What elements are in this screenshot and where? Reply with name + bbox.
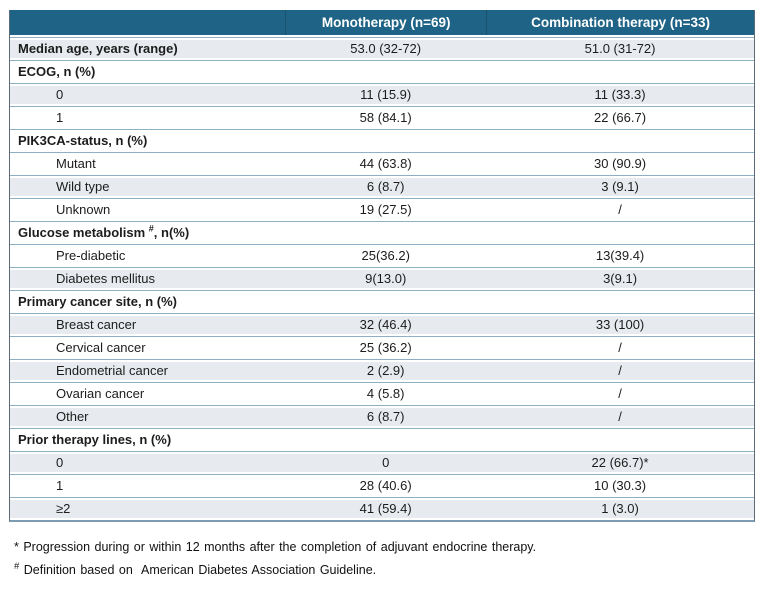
combination-value-cell: 3 (9.1) <box>601 179 639 194</box>
combination-value-cell: / <box>618 363 622 378</box>
row-label: Wild type <box>56 179 110 194</box>
row-label: Other <box>56 409 89 424</box>
table-row: Endometrial cancer 2 (2.9) / <box>10 359 754 382</box>
table-row: 0 11 (15.9) 11 (33.3) <box>10 83 754 106</box>
row-label: Cervical cancer <box>56 340 146 355</box>
page: Monotherapy (n=69) Combination therapy (… <box>0 10 764 595</box>
row-label: Prior therapy lines, n (%) <box>18 432 172 447</box>
monotherapy-value-cell: 6 (8.7) <box>366 179 405 194</box>
monotherapy-value-cell: 58 (84.1) <box>359 110 412 125</box>
combination-value-cell: 3(9.1) <box>603 271 638 286</box>
table-row: ≥2 41 (59.4) 1 (3.0) <box>10 497 754 520</box>
row-label: 0 <box>56 87 64 102</box>
row-label: Glucose metabolism #, n(%) <box>18 223 190 240</box>
combination-value-cell: 13(39.4) <box>595 248 645 263</box>
row-label: Breast cancer <box>56 317 137 332</box>
row-label: Ovarian cancer <box>56 386 145 401</box>
combination-value-cell: 51.0 (31-72) <box>584 41 656 56</box>
table-row: 1 58 (84.1) 22 (66.7) <box>10 106 754 129</box>
table-row: Pre-diabetic 25(36.2) 13(39.4) <box>10 244 754 267</box>
row-label: ECOG, n (%) <box>18 64 96 79</box>
monotherapy-value-cell: 0 <box>382 455 390 470</box>
combination-value-cell: 1 (3.0) <box>601 501 639 516</box>
combination-value-cell: 30 (90.9) <box>594 156 647 171</box>
table-row: Other 6 (8.7) / <box>10 405 754 428</box>
monotherapy-value-cell: 41 (59.4) <box>359 501 412 516</box>
table-row: Ovarian cancer 4 (5.8) / <box>10 382 754 405</box>
monotherapy-value-cell: 4 (5.8) <box>366 386 405 401</box>
table-header-row: Monotherapy (n=69) Combination therapy (… <box>10 10 754 35</box>
combination-value-cell: / <box>618 202 622 217</box>
combination-value-cell: 11 (33.3) <box>594 87 646 102</box>
footnote-progression: * Progression during or within 12 months… <box>14 538 764 557</box>
row-label: 1 <box>56 478 64 493</box>
monotherapy-value-cell: 25 (36.2) <box>359 340 412 355</box>
table-row: Glucose metabolism #, n(%) <box>10 221 754 244</box>
combination-value-cell: / <box>618 386 622 401</box>
row-label: Primary cancer site, n (%) <box>18 294 177 309</box>
row-label: Endometrial cancer <box>56 363 168 378</box>
table-row: Wild type 6 (8.7) 3 (9.1) <box>10 175 754 198</box>
combination-value-cell: 33 (100) <box>595 317 645 332</box>
combination-value-cell: 22 (66.7)* <box>591 455 649 470</box>
combination-value-cell: / <box>618 409 622 424</box>
combination-value-cell: 10 (30.3) <box>594 478 647 493</box>
monotherapy-value-cell: 6 (8.7) <box>366 409 405 424</box>
monotherapy-value-cell: 19 (27.5) <box>359 202 412 217</box>
table-row: Mutant 44 (63.8) 30 (90.9) <box>10 152 754 175</box>
monotherapy-value-cell: 25(36.2) <box>361 248 410 263</box>
monotherapy-value-cell: 53.0 (32-72) <box>350 41 422 56</box>
combination-value-cell: / <box>618 340 622 355</box>
row-label: 1 <box>56 110 64 125</box>
hash-marker: # <box>14 561 20 572</box>
baseline-characteristics-table: Monotherapy (n=69) Combination therapy (… <box>9 10 755 522</box>
table-row: 1 28 (40.6) 10 (30.3) <box>10 474 754 497</box>
footnote-text: Definition based on American Diabetes As… <box>19 563 377 578</box>
asterisk-marker: * <box>14 540 19 554</box>
header-cell-combination-therapy: Combination therapy (n=33) <box>486 10 754 35</box>
monotherapy-value-cell: 2 (2.9) <box>366 363 405 378</box>
header-cell-monotherapy: Monotherapy (n=69) <box>285 10 486 35</box>
row-label: ≥2 <box>56 501 71 516</box>
table-row: Breast cancer 32 (46.4) 33 (100) <box>10 313 754 336</box>
row-label: 0 <box>56 455 64 470</box>
row-label: Pre-diabetic <box>56 248 126 263</box>
table-row: Cervical cancer 25 (36.2) / <box>10 336 754 359</box>
table-row: ECOG, n (%) <box>10 60 754 83</box>
row-label: Diabetes mellitus <box>56 271 155 286</box>
footnote-text: Progression during or within 12 months a… <box>18 540 537 554</box>
row-label: PIK3CA-status, n (%) <box>18 133 148 148</box>
monotherapy-value-cell: 32 (46.4) <box>359 317 412 332</box>
table-row: Median age, years (range) 53.0 (32-72) 5… <box>10 37 754 60</box>
footnote-definition: # Definition based on American Diabetes … <box>14 557 764 580</box>
monotherapy-value-cell: 44 (63.8) <box>359 156 412 171</box>
table-row: 0 0 22 (66.7)* <box>10 451 754 474</box>
row-label: Unknown <box>56 202 111 217</box>
row-label: Median age, years (range) <box>18 41 178 56</box>
monotherapy-value-cell: 9(13.0) <box>365 271 407 286</box>
table-row: PIK3CA-status, n (%) <box>10 129 754 152</box>
combination-value-cell: 22 (66.7) <box>594 110 647 125</box>
monotherapy-value-cell: 11 (15.9) <box>360 87 412 102</box>
table-row: Unknown 19 (27.5) / <box>10 198 754 221</box>
footnotes: * Progression during or within 12 months… <box>14 538 764 580</box>
table-row: Prior therapy lines, n (%) <box>10 428 754 451</box>
monotherapy-value-cell: 28 (40.6) <box>359 478 412 493</box>
row-label: Mutant <box>56 156 96 171</box>
table-row: Diabetes mellitus 9(13.0) 3(9.1) <box>10 267 754 290</box>
table-body: Median age, years (range) 53.0 (32-72) 5… <box>10 37 754 520</box>
table-row: Primary cancer site, n (%) <box>10 290 754 313</box>
header-cell-characteristic <box>10 10 285 35</box>
